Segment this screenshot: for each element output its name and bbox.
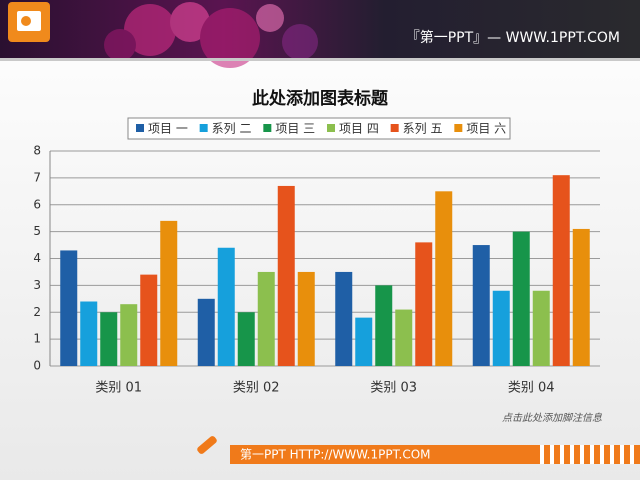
legend-label: 项目 三: [275, 122, 315, 136]
x-tick-label: 类别 04: [508, 381, 555, 396]
bar: [492, 290, 510, 366]
bar: [472, 245, 490, 366]
legend-label: 项目 四: [339, 122, 379, 136]
footnote: 点击此处添加脚注信息: [502, 412, 602, 424]
footer-stripes: [540, 445, 634, 464]
legend-swatch: [454, 124, 463, 132]
y-tick-label: 2: [33, 305, 41, 319]
bar: [532, 290, 550, 366]
bar: [257, 271, 275, 366]
header-rule: [0, 58, 640, 61]
footer-icon: [197, 436, 217, 454]
bar: [355, 317, 373, 366]
header-bar: [0, 0, 640, 58]
logo-dot: [21, 16, 31, 26]
legend-label: 项目 一: [148, 122, 188, 136]
chart-title: 此处添加图表标题: [252, 88, 389, 109]
legend-swatch: [390, 124, 399, 132]
legend-label: 系列 二: [212, 122, 252, 136]
bar: [60, 250, 78, 366]
bokeh: [104, 2, 318, 68]
bar: [375, 285, 393, 366]
y-tick-label: 1: [33, 332, 41, 346]
bar: [415, 242, 433, 366]
bar: [435, 191, 453, 366]
bar: [217, 247, 235, 366]
bar: [512, 231, 530, 366]
legend-swatch: [327, 124, 335, 132]
footer-bar: [230, 445, 640, 464]
bar: [140, 274, 158, 366]
bar: [277, 185, 295, 366]
legend-label: 项目 六: [466, 122, 506, 136]
y-tick-label: 7: [33, 170, 41, 184]
bar: [395, 309, 413, 366]
y-tick-label: 4: [33, 251, 41, 265]
legend-swatch: [199, 124, 208, 132]
y-tick-label: 6: [33, 197, 41, 211]
legend-label: 系列 五: [403, 122, 443, 136]
x-tick-label: 类别 02: [233, 381, 280, 396]
y-tick-label: 5: [33, 224, 41, 238]
bar: [80, 301, 98, 366]
y-tick-label: 8: [33, 144, 41, 158]
legend-swatch: [136, 124, 144, 132]
x-tick-label: 类别 01: [95, 381, 142, 396]
bar: [237, 312, 255, 366]
bar: [552, 175, 570, 366]
x-tick-label: 类别 03: [370, 381, 417, 396]
legend-box: [127, 117, 511, 140]
footer-text: 第一PPT HTTP://WWW.1PPT.COM: [240, 448, 431, 462]
y-tick-label: 3: [33, 278, 41, 292]
bar: [572, 228, 590, 366]
y-tick-label: 0: [33, 359, 41, 373]
bar: [100, 312, 118, 366]
header-brand: 『第一PPT』— WWW.1PPT.COM: [406, 29, 620, 46]
bar: [120, 304, 138, 366]
legend-swatch: [263, 124, 272, 132]
bar: [160, 220, 178, 366]
bar: [297, 271, 315, 366]
bar: [335, 271, 353, 366]
bar: [197, 298, 215, 366]
